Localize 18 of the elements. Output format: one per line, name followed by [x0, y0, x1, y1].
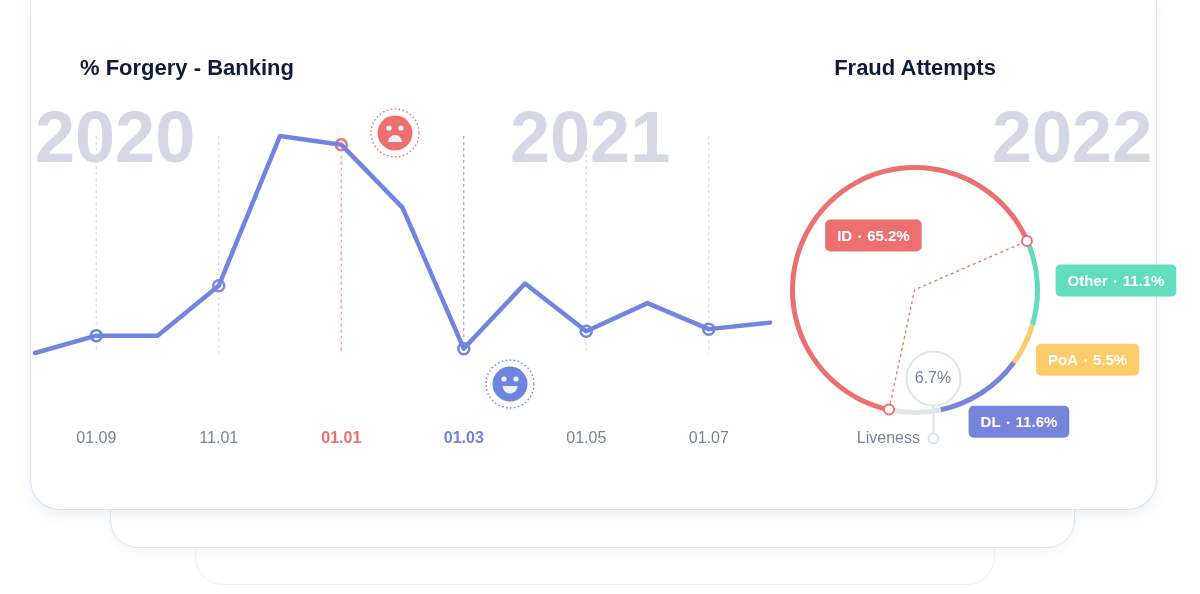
x-tick-label: 01.03 — [443, 429, 484, 447]
chart-title: Fraud Attempts — [834, 55, 996, 80]
legend-label: Liveness — [856, 429, 920, 447]
data-label: 6.7% — [914, 369, 952, 387]
x-tick-label: 11.01 — [199, 429, 239, 447]
x-tick-label: 01.01 — [321, 429, 362, 447]
data-label: 11.6% — [1015, 412, 1058, 430]
slice-label: Other — [1067, 271, 1108, 289]
data-label: 11.1% — [1122, 271, 1165, 289]
x-tick-label: 01.07 — [688, 429, 729, 447]
x-tick-label: 01.09 — [76, 429, 117, 447]
chart-title: % Forgery - Banking — [80, 55, 294, 80]
slice-label: ID — [837, 226, 853, 244]
slice-label: PoA — [1048, 350, 1079, 368]
x-tick-label: 01.05 — [566, 429, 607, 447]
data-label: 65.2% — [867, 226, 910, 244]
slice-label: DL — [980, 412, 1001, 430]
data-label: 5.5% — [1093, 350, 1128, 368]
